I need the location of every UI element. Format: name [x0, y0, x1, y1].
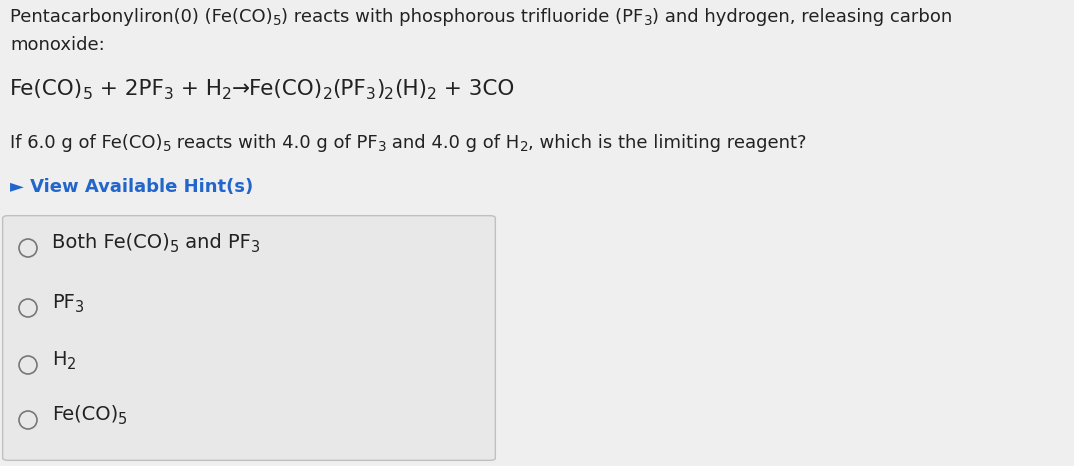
Text: ) reacts with phosphorous trifluoride (PF: ) reacts with phosphorous trifluoride (P… — [281, 8, 643, 26]
Text: Pentacarbonyliron(0) (Fe(CO): Pentacarbonyliron(0) (Fe(CO) — [10, 8, 273, 26]
Text: and 4.0 g of H: and 4.0 g of H — [387, 134, 520, 152]
Text: , which is the limiting reagent?: , which is the limiting reagent? — [528, 134, 807, 152]
Text: Fe(CO): Fe(CO) — [10, 79, 83, 99]
Text: 5: 5 — [170, 240, 179, 255]
Text: 5: 5 — [83, 87, 93, 102]
Text: Fe(CO): Fe(CO) — [52, 405, 118, 424]
Ellipse shape — [19, 356, 37, 374]
Text: 3: 3 — [643, 14, 652, 28]
Text: monoxide:: monoxide: — [10, 36, 105, 54]
Ellipse shape — [19, 299, 37, 317]
Text: (PF: (PF — [332, 79, 366, 99]
Text: If 6.0 g of Fe(CO): If 6.0 g of Fe(CO) — [10, 134, 162, 152]
Text: 5: 5 — [273, 14, 281, 28]
Text: + 3CO: + 3CO — [437, 79, 514, 99]
Text: H: H — [52, 350, 67, 369]
Text: 5: 5 — [118, 411, 128, 427]
Text: 5: 5 — [162, 140, 171, 154]
Text: ): ) — [376, 79, 384, 99]
Text: ) and hydrogen, releasing carbon: ) and hydrogen, releasing carbon — [652, 8, 953, 26]
Text: 3: 3 — [164, 87, 174, 102]
Text: 2: 2 — [427, 87, 437, 102]
Ellipse shape — [19, 411, 37, 429]
Text: + 2PF: + 2PF — [93, 79, 164, 99]
FancyBboxPatch shape — [2, 216, 495, 460]
Text: 3: 3 — [378, 140, 387, 154]
Text: 3: 3 — [75, 300, 84, 315]
Text: and PF: and PF — [179, 233, 251, 252]
Text: 2: 2 — [67, 356, 76, 372]
Text: 3: 3 — [251, 240, 260, 255]
Text: PF: PF — [52, 293, 75, 312]
Ellipse shape — [19, 239, 37, 257]
Text: Both Fe(CO): Both Fe(CO) — [52, 233, 170, 252]
Text: ► View Available Hint(s): ► View Available Hint(s) — [10, 178, 253, 196]
Text: →Fe(CO): →Fe(CO) — [232, 79, 322, 99]
Text: reacts with 4.0 g of PF: reacts with 4.0 g of PF — [171, 134, 378, 152]
Text: 2: 2 — [384, 87, 394, 102]
Text: + H: + H — [174, 79, 221, 99]
Text: 2: 2 — [322, 87, 332, 102]
Text: 3: 3 — [366, 87, 376, 102]
Text: 2: 2 — [520, 140, 528, 154]
Text: (H): (H) — [394, 79, 427, 99]
Text: 2: 2 — [221, 87, 232, 102]
